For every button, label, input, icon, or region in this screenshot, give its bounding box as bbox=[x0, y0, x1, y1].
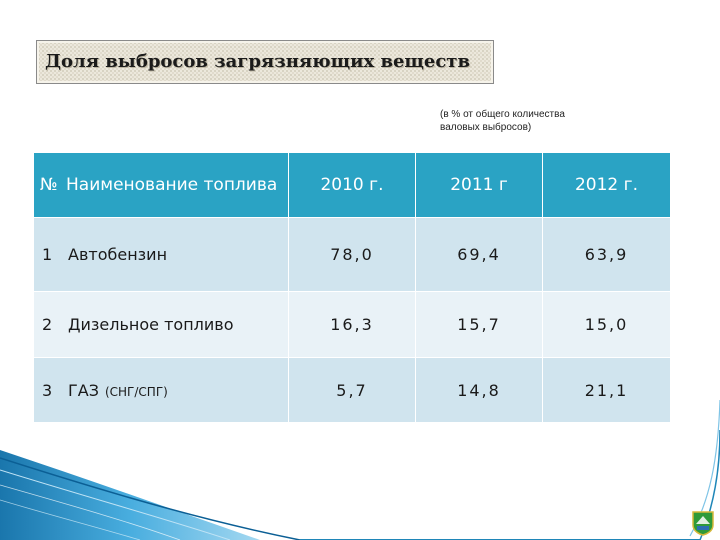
table-row: 2 Дизельное топливо 16,3 15,7 15,0 bbox=[33, 291, 671, 358]
value-2011: 69,4 bbox=[415, 217, 543, 292]
title-banner: Доля выбросов загрязняющих веществ bbox=[36, 40, 494, 84]
value-2012: 21,1 bbox=[542, 357, 671, 423]
fuel-name: Автобензин bbox=[68, 245, 168, 264]
units-note-line-1: (в % от общего количества bbox=[440, 109, 565, 120]
emblem-icon bbox=[692, 511, 714, 536]
value-2010: 16,3 bbox=[288, 291, 416, 358]
value-2012: 63,9 bbox=[542, 217, 671, 292]
row-number: 1 bbox=[42, 245, 53, 264]
row-number: 2 bbox=[42, 315, 53, 334]
emissions-table: № Наименование топлива 2010 г. 2011 г 201… bbox=[33, 152, 671, 423]
fuel-name: Дизельное топливо bbox=[68, 315, 234, 334]
fuel-name-cell: 1 Автобензин bbox=[33, 217, 289, 292]
value-2011: 14,8 bbox=[415, 357, 543, 423]
value-2010: 5,7 bbox=[288, 357, 416, 423]
fuel-name-cell: 3 ГАЗ (СНГ/СПГ) bbox=[33, 357, 289, 423]
fuel-name: ГАЗ bbox=[68, 380, 99, 400]
header-2011: 2011 г bbox=[415, 152, 543, 218]
fuel-subtype: (СНГ/СПГ) bbox=[104, 384, 168, 399]
table-header-row: № Наименование топлива 2010 г. 2011 г 201… bbox=[33, 152, 671, 218]
header-number: № bbox=[40, 175, 58, 195]
header-fuel-name: Наименование топлива bbox=[66, 175, 278, 195]
value-2012: 15,0 bbox=[542, 291, 671, 358]
row-number: 3 bbox=[42, 380, 53, 400]
value-2011: 15,7 bbox=[415, 291, 543, 358]
header-2012: 2012 г. bbox=[542, 152, 671, 218]
page-title: Доля выбросов загрязняющих веществ bbox=[45, 51, 470, 72]
table-row: 1 Автобензин 78,0 69,4 63,9 bbox=[33, 217, 671, 292]
header-2010: 2010 г. bbox=[288, 152, 416, 218]
units-note-line-2: валовых выбросов) bbox=[440, 122, 532, 133]
table-row: 3 ГАЗ (СНГ/СПГ) 5,7 14,8 21,1 bbox=[33, 357, 671, 423]
units-note: (в % от общего количества валовых выброс… bbox=[440, 108, 640, 134]
